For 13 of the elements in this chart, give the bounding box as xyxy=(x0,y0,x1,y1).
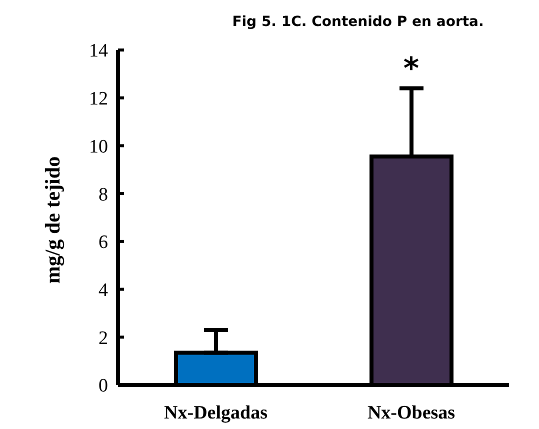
chart-title: Fig 5. 1C. Contenido P en aorta. xyxy=(231,14,485,30)
y-tick-label: 14 xyxy=(89,40,108,62)
y-tick-label: 4 xyxy=(98,280,108,302)
x-tick-label: Nx-Delgadas xyxy=(164,402,268,424)
y-tick-label: 6 xyxy=(98,232,108,254)
x-tick-label: Nx-Obesas xyxy=(367,402,456,424)
y-axis-title: mg/g de tejido xyxy=(40,156,66,284)
y-tick-label: 10 xyxy=(89,136,108,158)
y-tick-label: 12 xyxy=(89,88,108,110)
annotation: * xyxy=(403,51,420,86)
y-tick-label: 0 xyxy=(98,376,108,397)
y-tick-label: 2 xyxy=(98,328,108,349)
y-tick-label: 8 xyxy=(98,184,108,206)
